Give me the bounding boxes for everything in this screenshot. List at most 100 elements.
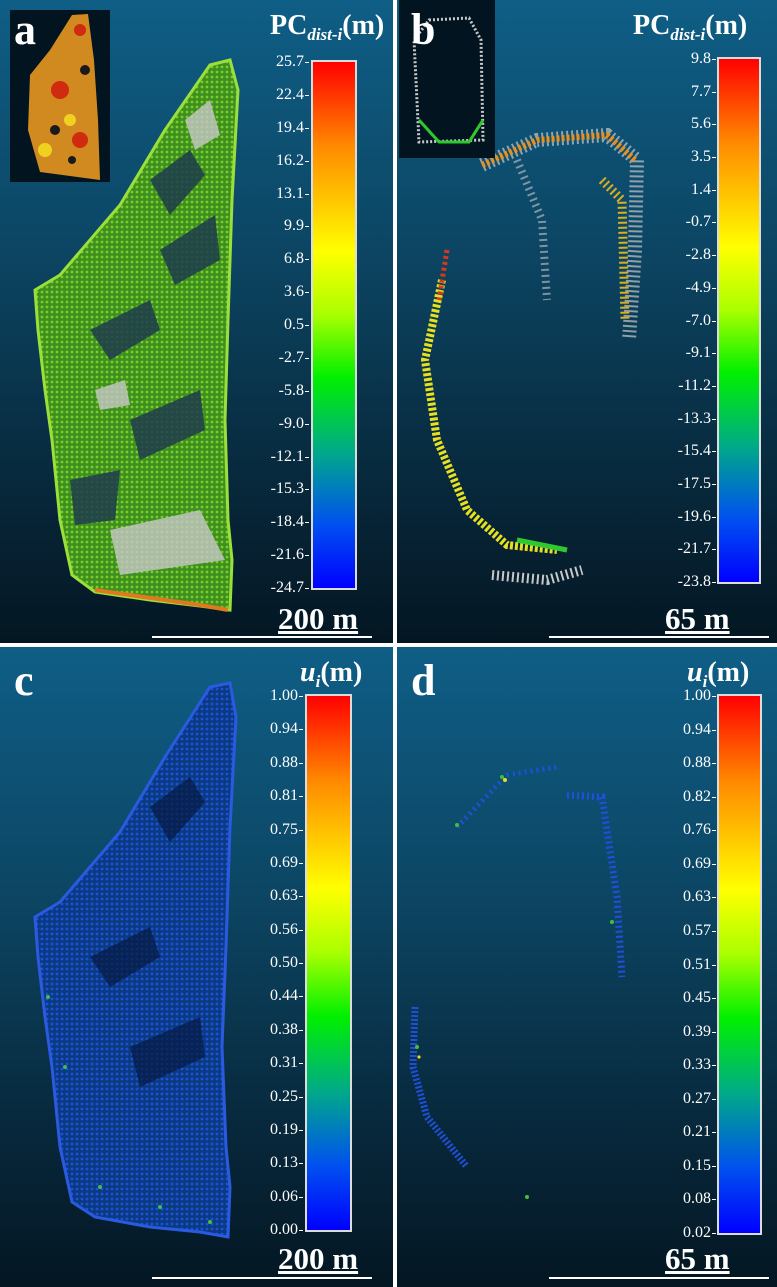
scale-label: 200 m [278, 1241, 359, 1276]
colorbar-tick-label: -7.0 [685, 311, 711, 329]
colorbar [717, 694, 762, 1235]
colorbar-tick-label: -21.6 [270, 546, 304, 564]
point-cloud-b [420, 127, 645, 586]
colorbar-tick-label: 25.7 [276, 53, 304, 70]
inset-overview-b [399, 0, 495, 158]
colorbar [311, 60, 357, 590]
colorbar-tick-mark [712, 451, 716, 453]
colorbar-tick-mark [305, 423, 309, 425]
colorbar-tick-label: -15.4 [677, 442, 711, 460]
colorbar-tick-label: -2.7 [278, 348, 304, 366]
colorbar-tick-label: 0.25 [270, 1087, 298, 1105]
colorbar-tick-label: -24.7 [270, 579, 304, 596]
colorbar-tick-label: -17.5 [677, 474, 711, 492]
colorbar-tick-label: 0.5 [284, 316, 304, 333]
colorbar-tick-label: 3.5 [691, 148, 711, 166]
colorbar-tick-label: 0.69 [683, 854, 711, 872]
colorbar-tick-mark [299, 796, 303, 798]
colorbar-tick-label: 0.82 [683, 787, 711, 805]
colorbar-tick-mark [712, 930, 716, 932]
colorbar-tick-mark [305, 390, 309, 392]
colorbar-tick-label: -12.1 [270, 447, 304, 465]
colorbar-tick-mark [712, 287, 716, 289]
colorbar-tick-label: 0.94 [683, 720, 711, 738]
colorbar-tick-mark [712, 763, 716, 765]
colorbar-tick-label: 0.15 [683, 1156, 711, 1174]
colorbar-tick-label: 0.27 [683, 1089, 711, 1107]
colorbar-tick-label: 0.88 [270, 753, 298, 771]
scale-bar [152, 1277, 372, 1279]
colorbar-tick-mark [712, 91, 716, 93]
colorbar-tick-label: 0.81 [270, 787, 298, 805]
colorbar-tick-label: -15.3 [270, 480, 304, 498]
colorbar-title: PCdist-i(m) [270, 10, 385, 44]
colorbar [305, 694, 352, 1232]
colorbar-tick-mark [305, 489, 309, 491]
colorbar-tick-mark [299, 963, 303, 964]
colorbar-tick-label: 9.9 [284, 217, 304, 235]
colorbar-tick-mark [712, 255, 716, 257]
colorbar-tick-label: -9.0 [278, 414, 304, 432]
point-cloud-a [33, 58, 240, 612]
colorbar-tick-label: 1.00 [683, 687, 711, 704]
colorbar-tick-label: 16.2 [276, 151, 304, 169]
colorbar-tick-mark [305, 193, 309, 195]
colorbar-tick-mark [712, 549, 716, 551]
colorbar-tick-label: 22.4 [276, 85, 304, 103]
colorbar-tick-mark [712, 418, 716, 420]
colorbar-tick-label: -18.4 [270, 513, 304, 531]
colorbar-tick-label: 0.56 [270, 920, 298, 938]
panel-label: b [411, 5, 436, 54]
colorbar-tick-label: -9.1 [685, 344, 711, 362]
colorbar-tick-label: -23.8 [677, 573, 711, 590]
colorbar-tick-label: 0.63 [270, 887, 298, 905]
colorbar-tick-mark [712, 1165, 716, 1167]
colorbar-tick-label: 0.57 [683, 921, 711, 939]
colorbar-tick-mark [712, 1098, 716, 1100]
panel-b: b PCdist-i(m) 9.8 7.7 5.6 3.5 1.4 -0.7 -2.8 -4.… [397, 0, 777, 643]
scale-bar [549, 636, 769, 638]
colorbar-tick-mark [299, 996, 303, 998]
colorbar-tick-label: -5.8 [278, 381, 304, 399]
scale-label: 65 m [665, 601, 730, 636]
scale-bar [549, 1277, 769, 1279]
colorbar-title: ui(m) [687, 657, 750, 691]
colorbar-tick-mark [305, 522, 309, 524]
colorbar-tick-mark [712, 222, 716, 224]
colorbar-tick-label: 1.00 [270, 687, 298, 704]
colorbar-tick-mark [712, 964, 716, 966]
point-cloud-c [33, 681, 238, 1239]
colorbar-tick-mark [712, 582, 716, 583]
colorbar-tick-mark [305, 62, 309, 63]
scale-bar [152, 636, 372, 638]
colorbar-tick-label: -19.6 [677, 507, 711, 525]
colorbar-tick-label: 0.44 [270, 987, 298, 1005]
colorbar-tick-label: 3.6 [284, 283, 304, 301]
colorbar-tick-mark [712, 998, 716, 1000]
colorbar-tick-mark [305, 456, 309, 458]
colorbar-tick-mark [299, 1129, 303, 1131]
colorbar-tick-mark [305, 127, 309, 129]
colorbar-tick-mark [712, 59, 716, 60]
colorbar [717, 57, 761, 584]
colorbar-tick-mark [305, 588, 309, 589]
colorbar-title: ui(m) [300, 657, 363, 691]
colorbar-tick-mark [712, 830, 716, 832]
point-cloud-d [409, 764, 626, 1199]
scale-label: 65 m [665, 1241, 730, 1276]
panel-a: a PCdist-i(m) 25.7 22.4 19.4 16.2 13.1 9.9 6.8… [0, 0, 393, 643]
colorbar-tick-mark [712, 1065, 716, 1067]
colorbar-tick-mark [712, 897, 716, 899]
colorbar-tick-label: 0.31 [270, 1054, 298, 1072]
colorbar-tick-label: 0.06 [270, 1187, 298, 1205]
colorbar-tick-mark [299, 762, 303, 764]
colorbar-tick-mark [712, 796, 716, 798]
colorbar-tick-mark [712, 1233, 716, 1234]
colorbar-tick-label: -11.2 [678, 376, 711, 394]
colorbar-tick-mark [305, 292, 309, 294]
colorbar-tick-label: -2.8 [685, 246, 711, 264]
colorbar-tick-mark [299, 1230, 303, 1231]
inset-overview-a [10, 10, 110, 182]
panel-d: d ui(m) 1.00 0.94 0.88 0.82 0.76 0.69 0.63 0.57… [397, 647, 777, 1287]
colorbar-tick-label: 7.7 [691, 82, 711, 100]
